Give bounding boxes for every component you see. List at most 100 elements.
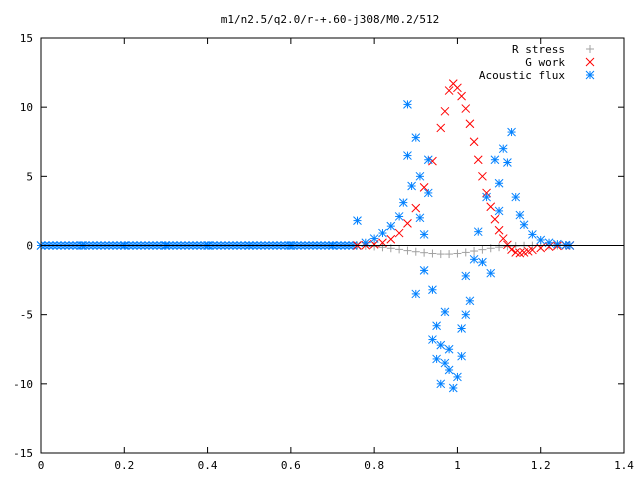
data-point [495,243,504,252]
star-stroke [386,221,396,231]
data-point [398,198,408,207]
data-point [436,123,446,133]
star-stroke [448,383,458,393]
cross-stroke [482,188,491,198]
star-stroke [432,321,441,331]
cross-stroke [498,234,508,243]
legend-label: R stress [512,43,565,56]
data-point [553,239,562,249]
star-stroke [444,344,454,354]
data-point [445,250,454,259]
data-point [415,213,425,223]
data-point [378,228,387,238]
data-point [436,250,445,259]
data-point [482,192,491,202]
star-stroke [419,266,429,275]
data-point [490,155,500,165]
data-point [411,133,421,142]
data-point [536,235,546,245]
data-point [403,246,412,255]
cross-stroke [440,106,450,116]
star-stroke [478,257,487,267]
data-point [448,383,458,393]
cross-stroke [473,155,483,165]
data-point [469,137,479,147]
data-point [478,257,487,267]
star-stroke [494,178,504,188]
star-stroke [494,206,504,216]
star-stroke [428,285,437,295]
chart-title: m1/n2.5/q2.0/r-+.60-j308/M0.2/512 [221,13,440,26]
star-stroke [469,254,479,264]
star-stroke [423,188,433,198]
data-point [378,243,387,252]
legend-marker [585,70,595,80]
data-point [369,234,379,243]
star-stroke [457,324,466,333]
data-point [428,285,437,295]
star-stroke [536,235,546,245]
star-stroke [528,230,537,239]
cross-stroke [478,171,487,181]
data-point [528,245,537,255]
data-point [503,158,512,167]
star-stroke [461,271,471,281]
cross-stroke [411,203,421,213]
cross-stroke [403,219,412,228]
data-point [457,351,466,361]
cross-stroke [465,119,475,129]
legend-label: Acoustic flux [479,69,565,82]
data-point [486,202,496,212]
star-stroke [411,289,421,299]
data-point [403,219,412,228]
y-tick-label: -5 [20,309,33,322]
star-stroke [398,198,408,207]
star-stroke [482,192,491,202]
data-point [419,183,429,192]
data-point [386,221,396,231]
data-point [453,83,462,93]
data-point [423,155,433,165]
data-point [423,188,433,198]
star-stroke [436,340,446,350]
data-point [395,245,404,254]
y-tick-label: 15 [20,32,33,45]
star-stroke [519,220,529,230]
cross-stroke [494,225,504,235]
series-acoustic-flux [36,100,575,393]
data-point [473,227,483,237]
x-tick-label: 1.2 [531,459,551,472]
data-point [486,268,496,278]
cross-stroke [486,202,496,212]
star-stroke [553,239,562,249]
data-point [528,230,537,239]
data-point [403,151,412,160]
data-point [440,106,450,116]
y-tick-label: -15 [13,447,33,460]
axis-layer: 0 0.2 0.4 0.6 0.8 1 1.2 1.4 -15 -10 -5 0 5 10 15 [13,32,634,472]
star-stroke [444,365,454,375]
legend-marker [585,57,595,67]
cross-stroke [419,183,429,192]
data-point [453,372,462,382]
data-point [461,104,471,113]
data-point [411,203,421,213]
data-point [407,181,416,191]
cross-stroke [585,57,595,67]
data-point [420,248,429,257]
data-point [411,289,421,299]
data-point [494,225,504,235]
data-point [419,230,429,239]
cross-stroke [444,86,454,95]
star-stroke [511,192,521,202]
cross-stroke [428,156,437,166]
data-point [419,266,429,275]
x-tick-label: 0.8 [364,459,384,472]
data-point [507,127,516,137]
star-stroke [423,155,433,165]
y-tick-label: -10 [13,378,33,391]
data-point [457,91,466,101]
